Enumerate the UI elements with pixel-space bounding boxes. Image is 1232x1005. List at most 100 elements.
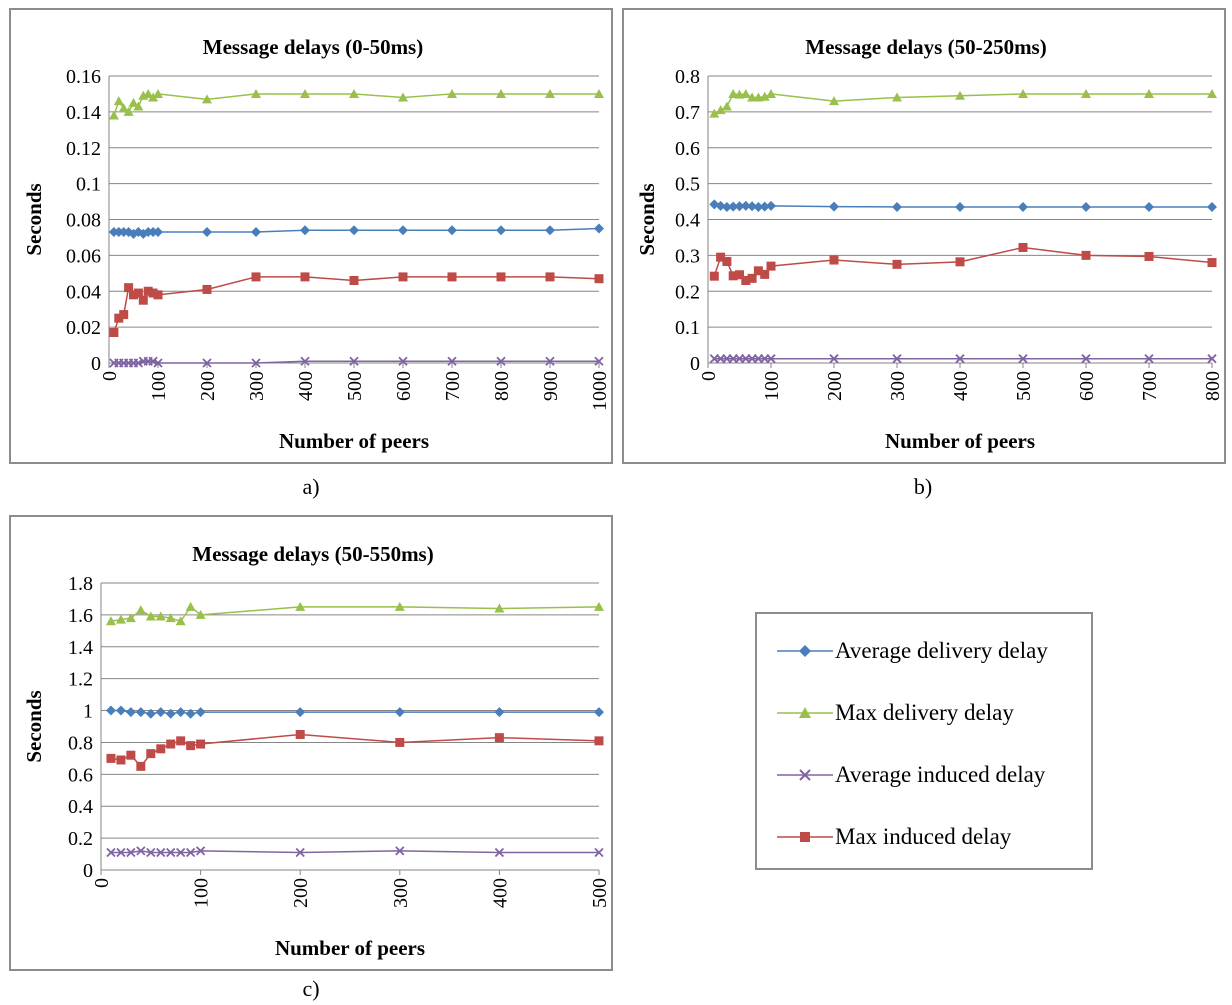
y-tick-label: 0.02 — [66, 317, 101, 339]
data-point — [123, 106, 134, 116]
data-point — [202, 284, 212, 294]
data-point — [195, 846, 206, 856]
data-point — [136, 846, 146, 856]
data-point — [146, 847, 156, 858]
data-point — [153, 358, 163, 368]
x-tick-label: 0 — [91, 878, 113, 888]
chart-panel-a: Message delays (0-50ms) 0 0.02 0.04 0.06 0.08… — [9, 8, 613, 464]
data-point — [766, 88, 776, 98]
x-tick-label: 800 — [1202, 371, 1224, 401]
data-point — [759, 91, 770, 101]
data-point — [202, 358, 212, 368]
data-point — [195, 707, 206, 718]
y-tick-label: 0.04 — [66, 281, 101, 303]
chart-panel-c: Message delays (50-550ms) 0 0.2 0.4 0.6 0.8 1 1… — [9, 515, 613, 971]
data-point — [135, 605, 146, 615]
data-point — [145, 708, 156, 719]
data-point — [143, 286, 153, 296]
series-max-delivery — [108, 88, 604, 120]
y-tick-label: 0.14 — [66, 102, 101, 124]
data-point — [747, 92, 758, 102]
x-tick-label: 600 — [1076, 371, 1098, 401]
data-point — [728, 271, 738, 281]
x-tick-label: 900 — [540, 371, 562, 401]
data-point — [829, 201, 839, 212]
data-point — [155, 611, 166, 621]
data-point — [715, 200, 726, 211]
data-point — [766, 354, 776, 364]
data-point — [175, 707, 186, 718]
data-point — [300, 88, 310, 98]
series-avg-induced — [709, 354, 1217, 364]
data-point — [138, 295, 148, 305]
x-tick-label: 100 — [761, 371, 783, 401]
data-point — [1081, 250, 1091, 260]
data-point — [108, 110, 119, 120]
data-point — [1207, 88, 1217, 98]
y-tick-label: 1.4 — [68, 637, 93, 659]
data-point — [251, 227, 261, 238]
data-point — [118, 103, 129, 113]
caption-a: a) — [302, 474, 320, 499]
x-axis-title: Number of peers — [275, 936, 425, 960]
data-point — [349, 88, 359, 98]
legend-label: Average induced delay — [835, 762, 1046, 787]
data-point — [148, 356, 158, 366]
data-point — [955, 201, 965, 212]
data-point — [740, 88, 751, 98]
data-point — [594, 88, 604, 98]
data-point — [106, 753, 116, 763]
data-point — [955, 257, 965, 267]
y-tick-label: 0 — [690, 353, 700, 375]
diamond-marker-icon — [777, 645, 833, 657]
data-point — [349, 356, 359, 366]
data-point — [148, 288, 158, 298]
x-tick-label: 700 — [442, 371, 464, 401]
series-max-delivery — [709, 88, 1217, 118]
data-point — [185, 708, 196, 719]
legend-item-avg-induced: Average induced delay — [777, 760, 1045, 790]
data-point — [106, 847, 116, 858]
series-avg-induced — [106, 846, 604, 858]
data-point — [349, 225, 359, 236]
data-point — [133, 288, 143, 298]
data-point — [545, 272, 555, 282]
data-point — [496, 225, 506, 236]
data-point — [113, 96, 124, 106]
data-point — [955, 354, 965, 364]
data-point — [1081, 201, 1091, 212]
series-max-induced — [709, 242, 1217, 285]
series-avg-delivery — [709, 199, 1217, 212]
data-point — [594, 274, 604, 284]
data-point — [349, 275, 359, 285]
data-point — [148, 92, 159, 102]
data-point — [1081, 354, 1091, 364]
data-point — [892, 259, 902, 269]
y-tick-label: 0.12 — [66, 138, 101, 160]
data-point — [251, 272, 261, 282]
data-point — [129, 290, 138, 300]
x-tick-label: 500 — [1013, 371, 1035, 401]
data-point — [398, 356, 408, 366]
data-point — [146, 749, 156, 759]
y-tick-label: 0.4 — [675, 210, 700, 232]
data-point — [185, 601, 196, 611]
data-point — [153, 227, 163, 238]
chart-title: Message delays (50-550ms) — [192, 542, 433, 566]
y-tick-label: 0.6 — [68, 764, 93, 786]
data-point — [721, 201, 732, 212]
data-point — [143, 88, 154, 98]
x-tick-label: 300 — [246, 371, 268, 401]
data-point — [892, 201, 902, 212]
data-point — [1144, 251, 1154, 261]
data-point — [119, 310, 129, 320]
y-tick-label: 0.16 — [66, 66, 101, 88]
data-point — [447, 88, 457, 98]
data-point — [155, 707, 166, 718]
x-tick-label: 700 — [1139, 371, 1161, 401]
data-point — [722, 256, 732, 266]
data-point — [395, 737, 405, 747]
y-tick-label: 0.8 — [675, 66, 700, 88]
data-point — [186, 847, 196, 858]
data-point — [447, 225, 457, 236]
